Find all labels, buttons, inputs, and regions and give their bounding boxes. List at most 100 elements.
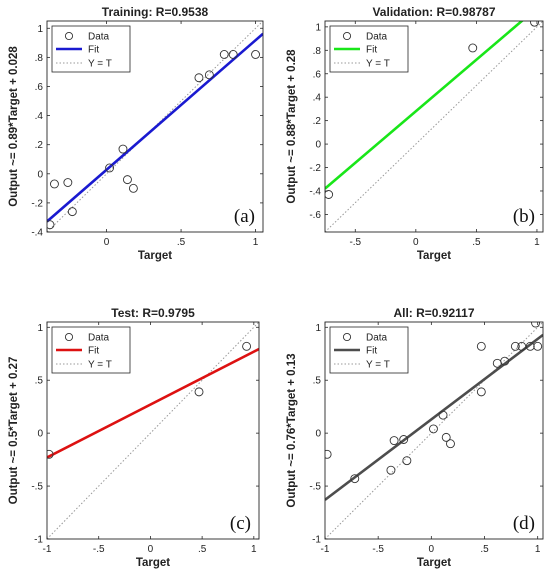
y-tick-label: 0 bbox=[315, 429, 321, 440]
data-point bbox=[402, 456, 412, 466]
y-tick-label: .8 bbox=[313, 46, 322, 57]
data-point bbox=[105, 163, 115, 173]
data-point bbox=[531, 322, 541, 328]
data-point bbox=[468, 43, 478, 53]
data-point bbox=[67, 207, 77, 217]
x-tick-label: 0 bbox=[148, 544, 154, 555]
legend-label: Data bbox=[366, 333, 388, 344]
data-point bbox=[438, 410, 448, 420]
y-axis-label: Output ~= 0.88*Target + 0.28 bbox=[286, 49, 298, 204]
x-tick-label: .5 bbox=[472, 237, 481, 248]
legend-box bbox=[329, 326, 409, 374]
legend-label: Y = T bbox=[88, 360, 112, 371]
data-point bbox=[47, 220, 55, 230]
data-point bbox=[47, 449, 54, 459]
data-point bbox=[530, 21, 539, 27]
legend-data-marker bbox=[64, 31, 74, 41]
data-point bbox=[194, 73, 204, 83]
data-point bbox=[476, 341, 486, 351]
y-tick-label: .6 bbox=[313, 69, 322, 80]
y-tick-label: -.2 bbox=[309, 163, 321, 174]
data-point bbox=[386, 465, 396, 475]
panel-tag: (a) bbox=[234, 206, 255, 227]
x-axis-label: Target bbox=[417, 250, 451, 262]
y-tick-label: .4 bbox=[313, 93, 322, 104]
x-tick-label: 1 bbox=[535, 544, 541, 555]
y-tick-label: -.4 bbox=[309, 186, 321, 197]
x-tick-label: .5 bbox=[480, 544, 489, 555]
x-axis-label: Target bbox=[136, 557, 170, 569]
x-tick-label: 1 bbox=[253, 237, 259, 248]
x-tick-label: 0 bbox=[104, 237, 110, 248]
data-point bbox=[219, 50, 229, 59]
data-point bbox=[350, 474, 360, 484]
x-tick-label: -.5 bbox=[372, 544, 384, 555]
legend-label: Fit bbox=[88, 346, 99, 357]
data-point bbox=[128, 183, 138, 193]
y-tick-label: 1 bbox=[37, 323, 43, 334]
y-tick-label: 1 bbox=[315, 22, 321, 33]
y-tick-label: -.4 bbox=[31, 228, 43, 239]
data-point bbox=[251, 50, 261, 59]
y-tick-label: 1 bbox=[37, 24, 43, 35]
y-tick-label: -.2 bbox=[31, 198, 43, 209]
y-tick-label: .8 bbox=[35, 53, 44, 64]
chart-title: Test: R=0.9795 bbox=[111, 306, 195, 320]
chart-title: Training: R=0.9538 bbox=[102, 5, 209, 19]
fit-line bbox=[325, 21, 524, 190]
legend-label: Data bbox=[88, 333, 110, 344]
x-tick-label: -1 bbox=[43, 544, 52, 555]
fit-line bbox=[47, 347, 259, 459]
y-tick-label: -.6 bbox=[309, 210, 321, 221]
panel-4: -1 -.5 0 .5 1 -1 -.5 0 .5 1 All: R=0.92117 Target Ou… bbox=[286, 306, 544, 569]
x-axis-label: Target bbox=[417, 557, 451, 569]
legend-label: Fit bbox=[88, 45, 99, 56]
y-tick-label: .2 bbox=[35, 140, 44, 151]
x-tick-label: .5 bbox=[198, 544, 207, 555]
y-tick-label: 0 bbox=[315, 140, 321, 151]
identity-line bbox=[47, 322, 259, 539]
panel-3: -1 -.5 0 .5 1 -1 -.5 0 .5 1 Test: R=0.9795 Target Ou… bbox=[8, 306, 260, 569]
y-tick-label: 0 bbox=[37, 169, 43, 180]
x-tick-label: 0 bbox=[429, 544, 435, 555]
fit-line bbox=[47, 32, 263, 223]
legend-label: Data bbox=[366, 32, 388, 43]
x-tick-label: 1 bbox=[534, 237, 540, 248]
y-tick-label: -1 bbox=[312, 535, 321, 546]
legend-label: Data bbox=[88, 32, 110, 43]
x-tick-label: .5 bbox=[177, 237, 186, 248]
data-point bbox=[228, 50, 238, 59]
x-tick-label: -.5 bbox=[93, 544, 105, 555]
data-point bbox=[63, 178, 73, 187]
data-point bbox=[204, 70, 214, 80]
y-axis-label: Output ~= 0.76*Target + 0.13 bbox=[286, 353, 298, 507]
chart-title: All: R=0.92117 bbox=[393, 306, 474, 320]
panel-1: 0 .5 1 -.4 -.2 0 .2 .4 .6 .8 1 Training: R=0.9538 Ta… bbox=[8, 5, 264, 262]
data-point bbox=[49, 179, 59, 189]
data-point bbox=[510, 341, 520, 351]
legend-data-marker bbox=[64, 332, 74, 342]
y-tick-label: -1 bbox=[34, 535, 43, 546]
panel-2: -.5 0 .5 1 -.6 -.4 -.2 0 .2 .4 .6 .8 1 Validation: R=… bbox=[286, 5, 544, 262]
axes-frame bbox=[46, 20, 264, 233]
data-point bbox=[242, 341, 252, 351]
y-axis-label: Output ~= 0.89*Target + 0.028 bbox=[8, 46, 20, 207]
y-tick-label: -.5 bbox=[309, 482, 321, 493]
identity-line bbox=[325, 322, 543, 539]
x-tick-label: -.5 bbox=[349, 237, 361, 248]
panel-tag: (b) bbox=[513, 206, 535, 227]
data-point bbox=[429, 424, 438, 434]
legend: Data Fit Y = T bbox=[329, 25, 409, 73]
y-tick-label: .4 bbox=[35, 111, 44, 122]
data-point bbox=[118, 144, 128, 154]
y-tick-label: .2 bbox=[313, 116, 322, 127]
legend-label: Y = T bbox=[88, 59, 112, 70]
panel-tag: (c) bbox=[230, 513, 251, 534]
data-point bbox=[399, 435, 409, 444]
x-tick-label: 0 bbox=[413, 237, 419, 248]
x-tick-label: 1 bbox=[251, 544, 257, 555]
legend-data-marker bbox=[342, 332, 352, 342]
data-point bbox=[500, 356, 510, 366]
x-axis-label: Target bbox=[138, 250, 172, 262]
